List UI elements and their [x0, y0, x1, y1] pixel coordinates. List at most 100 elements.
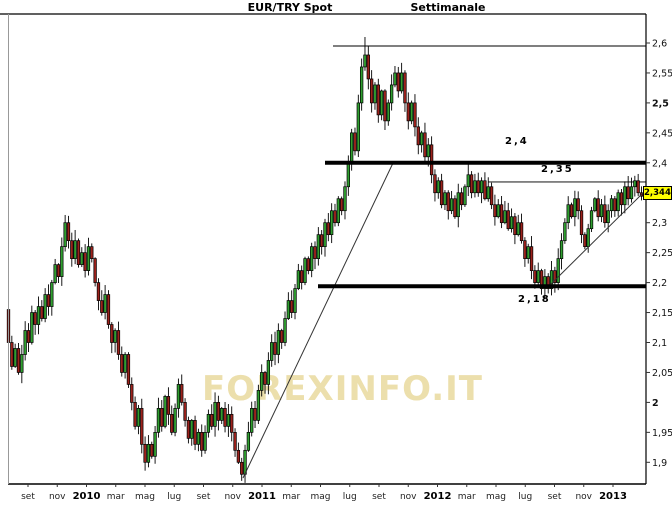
candle-body	[459, 192, 464, 206]
candle-body	[553, 270, 557, 283]
y-tick-label: 2,5	[652, 98, 669, 109]
candle-body	[90, 246, 94, 259]
candle-body	[23, 330, 27, 355]
candle-body	[316, 234, 320, 259]
y-tick-label: 1,95	[652, 428, 672, 439]
candles	[6, 37, 644, 483]
candle-body	[323, 222, 327, 248]
candle-body	[313, 246, 317, 259]
candle-body	[599, 204, 604, 218]
candle-body	[423, 132, 427, 158]
x-tick-label: 2013	[599, 491, 627, 502]
candle-body	[126, 354, 131, 385]
x-tick-label: nov	[49, 492, 66, 502]
candle-body	[153, 432, 157, 457]
candle-body	[513, 216, 517, 236]
candle-body	[100, 300, 104, 313]
candle-body	[449, 198, 454, 212]
candle-body	[196, 432, 201, 445]
x-tick-label: mag	[486, 492, 506, 502]
y-tick-label: 2	[652, 398, 659, 409]
candle-body	[283, 318, 287, 343]
candle-body	[389, 84, 394, 104]
candle-body	[156, 408, 161, 433]
candle-body	[136, 408, 141, 427]
candle-body	[146, 443, 151, 463]
candle-body	[499, 204, 504, 224]
y-tick-label: 2,4	[652, 158, 667, 169]
candle-body	[170, 414, 174, 433]
candle-body	[220, 408, 224, 421]
candle-body	[293, 288, 297, 313]
candle-body	[143, 443, 147, 463]
candle-body	[519, 222, 524, 242]
candle-body	[479, 180, 484, 194]
candle-body	[569, 204, 574, 218]
candle-body	[546, 276, 550, 289]
candle-body	[409, 102, 414, 122]
candle-body	[446, 192, 450, 212]
candle-body	[16, 348, 21, 373]
candle-body	[166, 396, 171, 415]
x-tick-label: 2010	[73, 491, 101, 502]
candle-body	[70, 240, 74, 259]
x-tick-label: nov	[400, 492, 417, 502]
y-tick-label: 2,45	[652, 128, 672, 139]
candle-body	[320, 234, 324, 248]
x-tick-label: mag	[135, 492, 155, 502]
candle-body	[226, 414, 231, 427]
candle-body	[103, 294, 107, 313]
candle-body	[579, 210, 584, 236]
candle-body	[549, 270, 554, 289]
candle-body	[193, 420, 197, 445]
candle-body	[533, 270, 537, 283]
candle-body	[50, 282, 54, 307]
candle-body	[230, 414, 234, 433]
candle-body	[63, 222, 67, 248]
x-tick-label: lug	[518, 492, 532, 502]
candle-body	[106, 294, 111, 325]
candle-body	[13, 348, 17, 367]
candle-body	[120, 354, 124, 373]
candle-body	[10, 342, 14, 367]
candle-body	[240, 461, 244, 475]
x-tick-label: lug	[343, 492, 357, 502]
candle-body	[443, 192, 447, 206]
candle-body	[213, 402, 217, 427]
candle-body	[130, 384, 134, 403]
candle-body	[300, 270, 304, 283]
x-tick-label: mag	[311, 492, 331, 502]
y-tick-label: 2,25	[652, 248, 672, 259]
candle-body	[393, 72, 397, 86]
candle-body	[476, 180, 480, 194]
candle-body	[593, 198, 597, 212]
candle-body	[436, 180, 440, 194]
candle-body	[306, 258, 310, 271]
candle-body	[163, 396, 167, 427]
candle-body	[96, 282, 101, 301]
support-resistance-thin-lines	[333, 45, 646, 183]
chart-title-instrument: EUR/TRY Spot	[247, 1, 333, 14]
candle-body	[559, 240, 564, 259]
candle-body	[20, 354, 24, 373]
x-tick-label: lug	[167, 492, 181, 502]
x-tick-label: set	[548, 492, 562, 502]
candle-body	[43, 294, 47, 319]
candle-body	[626, 186, 630, 200]
candle-body	[223, 408, 227, 427]
candle-body	[396, 72, 400, 92]
candle-body	[83, 252, 87, 271]
candle-body	[206, 414, 211, 433]
candle-body	[586, 228, 590, 248]
current-price-tag: 2,3442	[643, 186, 672, 200]
candle-body	[583, 234, 587, 248]
candle-body	[366, 54, 370, 80]
candle-body	[623, 186, 627, 206]
candle-body	[280, 330, 284, 343]
candle-body	[616, 192, 620, 212]
candle-body	[516, 222, 520, 236]
candle-body	[73, 240, 77, 259]
candle-body	[596, 198, 600, 218]
candle-body	[66, 222, 71, 242]
